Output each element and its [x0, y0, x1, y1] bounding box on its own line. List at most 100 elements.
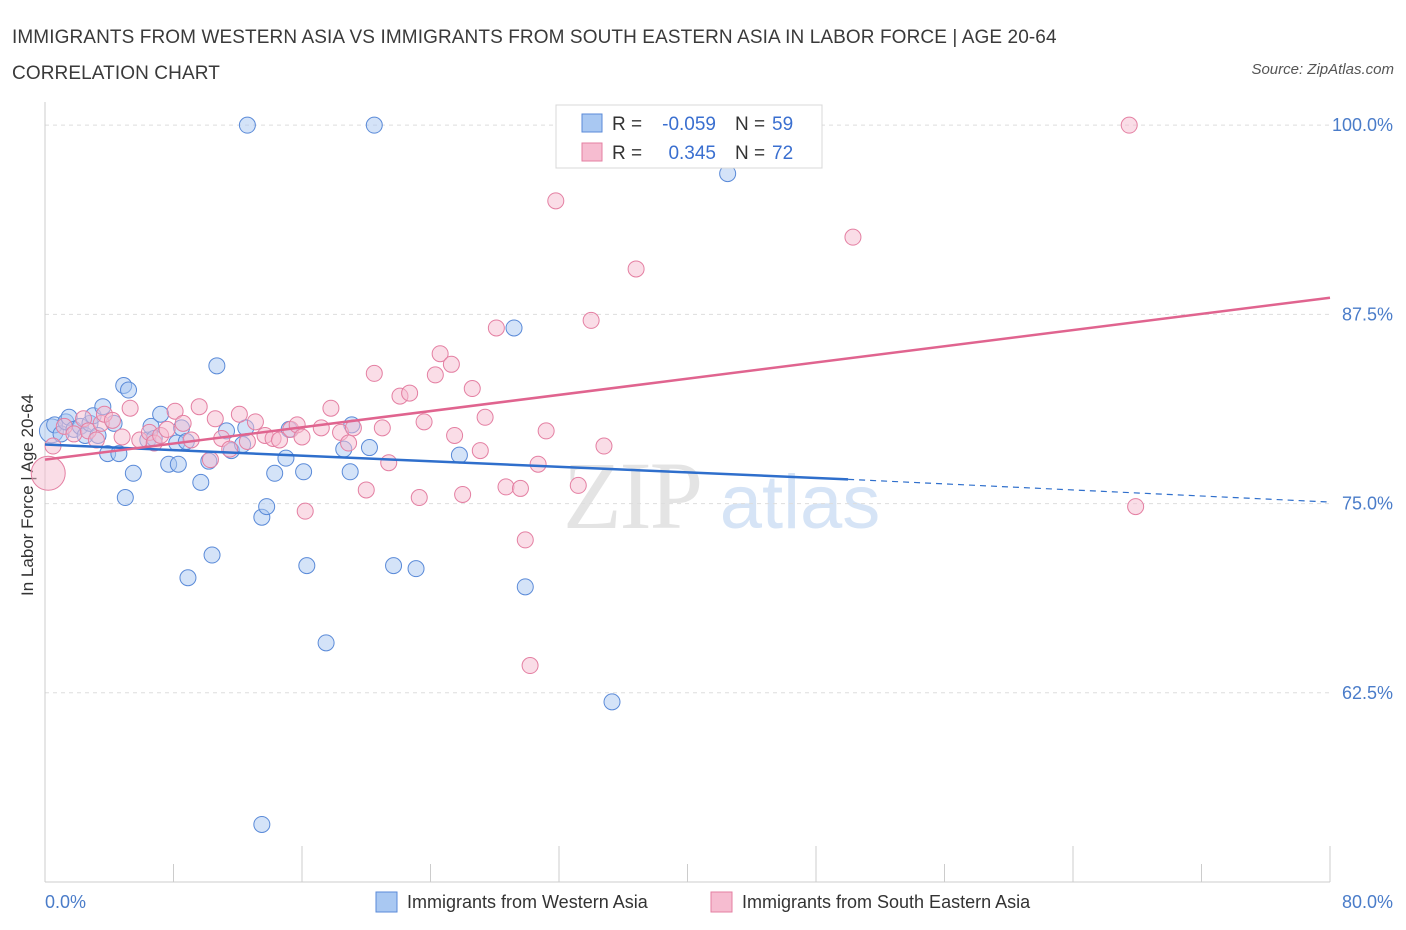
point-s1-22	[206, 410, 224, 428]
point-s1-33	[293, 428, 311, 446]
point-s1-53	[463, 380, 481, 398]
watermark-atlas: atlas	[720, 460, 881, 545]
y-tick-labels: 62.5% 75.0% 87.5% 100.0%	[1332, 115, 1393, 703]
point-s1-46	[410, 489, 428, 507]
point-s0-18	[116, 489, 134, 507]
point-s1-0	[30, 455, 66, 491]
point-s1-71	[1127, 498, 1145, 516]
point-s1-16	[158, 420, 176, 438]
point-s1-11	[121, 399, 139, 417]
point-s0-38	[258, 498, 276, 516]
point-s1-59	[516, 531, 534, 549]
stats-r-label-1: R =	[612, 143, 642, 164]
point-s0-17	[124, 464, 142, 482]
point-s1-9	[103, 411, 121, 429]
point-s1-69	[844, 228, 862, 246]
point-s1-66	[595, 437, 613, 455]
point-s0-47	[360, 439, 378, 457]
stats-r-value-0: -0.059	[662, 114, 716, 135]
point-s1-41	[365, 364, 383, 382]
y-tick-label-3: 100.0%	[1332, 115, 1393, 135]
point-s0-31	[208, 357, 226, 375]
point-s0-58	[179, 569, 197, 587]
point-s1-20	[190, 398, 208, 416]
point-s0-41	[295, 463, 313, 481]
point-s0-39	[277, 449, 295, 467]
bottom-legend: Immigrants from Western Asia Immigrants …	[375, 891, 1031, 913]
point-s1-50	[442, 355, 460, 373]
point-s1-58	[511, 479, 529, 497]
watermark-zip: ZIP	[563, 442, 701, 549]
point-s1-21	[201, 451, 219, 469]
point-s1-36	[322, 399, 340, 417]
point-s0-37	[266, 464, 284, 482]
point-s0-24	[169, 455, 187, 473]
series-south-eastern-asia-points	[30, 116, 1145, 675]
stats-r-value-1: 0.345	[668, 143, 716, 164]
point-s1-52	[454, 485, 472, 503]
point-s0-43	[317, 634, 335, 652]
point-s1-54	[471, 442, 489, 460]
source-label: Source: ZipAtlas.com	[1251, 61, 1394, 78]
point-s1-67	[627, 260, 645, 278]
point-s1-70	[1120, 116, 1138, 134]
point-s1-62	[537, 422, 555, 440]
x-tick-label-0: 0.0%	[45, 892, 86, 912]
point-s1-55	[476, 408, 494, 426]
point-s0-28	[192, 473, 210, 491]
point-s1-25	[230, 405, 248, 423]
point-s1-56	[487, 319, 505, 337]
x-tick-label-1: 80.0%	[1342, 892, 1393, 912]
point-s0-56	[238, 116, 256, 134]
point-s1-27	[246, 413, 264, 431]
legend-swatch-western-asia	[375, 891, 398, 913]
point-s1-65	[582, 311, 600, 329]
stats-n-value-0: 59	[772, 114, 793, 135]
y-tick-label-0: 62.5%	[1342, 683, 1393, 703]
y-tick-label-1: 75.0%	[1342, 494, 1393, 514]
point-s0-16	[120, 381, 138, 399]
stats-r-label-0: R =	[612, 114, 642, 135]
point-s1-24	[221, 440, 239, 458]
point-s1-34	[296, 502, 314, 520]
point-s0-51	[505, 319, 523, 337]
trend-lines	[44, 296, 1331, 503]
point-s1-63	[547, 192, 565, 210]
point-s0-49	[407, 560, 425, 578]
point-s1-47	[415, 413, 433, 431]
point-s1-64	[569, 476, 587, 494]
point-s1-61	[529, 455, 547, 473]
point-s0-50	[450, 446, 468, 464]
point-s0-22	[152, 405, 170, 423]
point-s1-43	[380, 454, 398, 472]
point-s0-46	[341, 463, 359, 481]
legend-swatch-south-eastern-asia	[710, 891, 733, 913]
point-s1-49	[431, 345, 449, 363]
point-s1-57	[497, 478, 515, 496]
point-s1-18	[174, 414, 192, 432]
point-s1-17	[166, 402, 184, 420]
stats-swatch-south-eastern-asia	[581, 142, 603, 162]
stats-swatch-western-asia	[581, 113, 603, 133]
trend-line-western-asia-projection	[848, 478, 1331, 503]
x-tick-labels: 0.0% 80.0%	[45, 892, 1393, 912]
stats-n-value-1: 72	[772, 143, 793, 164]
stats-n-label-0: N =	[735, 114, 765, 135]
point-s1-42	[373, 419, 391, 437]
point-s1-48	[426, 366, 444, 384]
legend-label-western-asia: Immigrants from Western Asia	[407, 892, 649, 912]
trend-line-south-eastern-asia	[44, 296, 1331, 461]
point-s0-48	[385, 557, 403, 575]
stats-legend: R = -0.059 N = 59 R = 0.345 N = 72	[555, 104, 823, 169]
point-s0-42	[298, 557, 316, 575]
point-s1-30	[271, 431, 289, 449]
point-s1-10	[113, 428, 131, 446]
point-s1-51	[446, 426, 464, 444]
point-s1-35	[312, 419, 330, 437]
trend-line-western-asia	[44, 443, 849, 481]
axes	[44, 102, 1331, 883]
y-axis-label: In Labor Force | Age 20-64	[18, 394, 37, 596]
point-s1-45	[401, 384, 419, 402]
chart-title: IMMIGRANTS FROM WESTERN ASIA VS IMMIGRAN…	[12, 27, 1057, 84]
point-s0-53	[603, 693, 621, 711]
